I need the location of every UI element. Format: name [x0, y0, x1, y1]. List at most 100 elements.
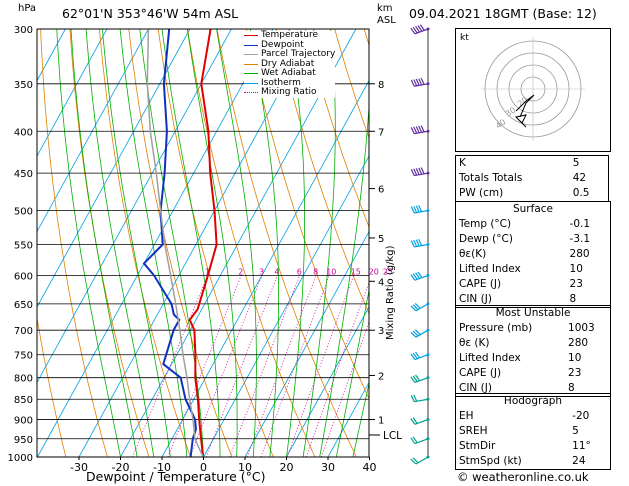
mu-row: CIN (J) 8: [459, 382, 575, 394]
profiles: [142, 29, 218, 457]
surface-row: Dewp (°C) -3.1: [459, 233, 591, 245]
legend-swatch: [244, 35, 258, 37]
km-tick-label: 1: [378, 416, 384, 427]
pressure-tick-label: 500: [14, 207, 33, 218]
hodograph-stats-title: Hodograph: [503, 395, 563, 407]
mixing-ratio-line: [229, 275, 301, 457]
legend-label: Mixing Ratio: [261, 87, 317, 98]
surface-row: Temp (°C) -0.1: [459, 218, 591, 230]
most-unstable-title: Most Unstable: [495, 307, 571, 319]
km-asl-label: km ASL: [377, 3, 396, 27]
mixing-ratio-line: [260, 275, 330, 457]
wind-barb: [410, 351, 430, 361]
wet-adiabat-line: [102, 29, 171, 457]
km-ticks: 8 7 6 5 4 3 2 1: [369, 29, 429, 457]
location-header: 62°01'N 353°46'W 54m ASL: [62, 6, 239, 21]
mixing-ratio-axis-label: Mixing Ratio (g/kg): [385, 245, 396, 340]
surface-row: CIN (J) 8: [459, 293, 577, 305]
isotherm-line: [37, 29, 108, 157]
mixing-ratio-label: 20: [369, 267, 379, 276]
legend: Temperature Dewpoint Parcel Trajectory Dry …: [244, 31, 336, 98]
wind-barb: [410, 302, 430, 312]
legend-label: Temperature: [261, 30, 319, 41]
wet-adiabat-line: [70, 29, 138, 457]
temperature-profile: [188, 29, 218, 457]
km-tick-label: 2: [378, 371, 384, 382]
hodo-row: SREH 5: [459, 425, 579, 437]
mixing-ratio-label: 8: [313, 267, 318, 276]
temperature-tick-label: -30: [70, 461, 88, 474]
temperature-tick-label: 20: [280, 461, 294, 474]
mu-row: Lifted Index 10: [459, 352, 582, 364]
wet-adiabat-line: [161, 29, 221, 457]
dewpoint-profile: [142, 29, 197, 457]
wind-barbs: [410, 24, 430, 465]
wet-adiabat-line: [56, 29, 121, 457]
legend-item: Parcel Trajectory: [244, 50, 335, 60]
dry-adiabat-line: [304, 29, 369, 228]
dry-adiabat-line: [40, 29, 108, 457]
pressure-tick-label: 750: [14, 351, 33, 362]
pressure-tick-label: 650: [14, 300, 33, 311]
temperature-tick-label: 40: [363, 461, 377, 474]
mixing-ratio-label: 4: [274, 267, 279, 276]
wind-barb: [410, 167, 430, 177]
wind-barb: [410, 238, 430, 248]
isotherm-line: [327, 381, 369, 457]
wind-barb: [410, 374, 430, 384]
legend-label: Wet Adiabat: [261, 68, 316, 79]
pressure-tick-label: 800: [14, 374, 33, 385]
isotherm-line: [286, 306, 369, 457]
hodograph-panel: kt 40 30 20: [455, 28, 611, 152]
mu-row: Pressure (mb) 1003: [459, 322, 595, 334]
km-tick-label: 5: [378, 234, 384, 245]
wind-barb: [410, 205, 430, 214]
wind-barb: [410, 455, 430, 465]
temperature-tick-label: -10: [153, 461, 171, 474]
mixing-ratio-label: 15: [351, 267, 361, 276]
pressure-tick-label: 900: [14, 416, 33, 427]
surface-row: Lifted Index 10: [459, 263, 583, 275]
x-axis-label: Dewpoint / Temperature (°C): [86, 469, 266, 484]
legend-item: Dewpoint: [244, 40, 335, 51]
hodograph-trace: [515, 94, 535, 118]
km-label: km: [377, 3, 393, 14]
legend-swatch: [244, 82, 258, 84]
wind-barb: [410, 24, 430, 35]
footer-credit: © weatheronline.co.uk: [457, 470, 589, 484]
hpa-label: hPa: [18, 3, 37, 14]
legend-swatch: [244, 92, 258, 94]
most-unstable-box: Most Unstable Pressure (mb) 1003 θε (K) 28…: [455, 305, 611, 397]
hodo-row: StmSpd (kt) 24: [459, 455, 586, 467]
surface-row: θε(K) 280: [459, 248, 590, 260]
mixing-ratio-label: 6: [297, 267, 302, 276]
legend-item: Dry Adiabat: [244, 59, 335, 70]
isotherm-line: [37, 29, 149, 233]
temperature-tick-label: 30: [321, 461, 335, 474]
legend-label: Isotherm: [261, 77, 301, 88]
isotherm-line: [244, 230, 369, 457]
wind-barb: [410, 328, 430, 338]
mixing-ratio-line: [132, 275, 209, 457]
legend-swatch: [244, 54, 258, 56]
pressure-tick-label: 850: [14, 395, 33, 406]
mixing-ratio-label: 3: [259, 267, 264, 276]
km-tick-label: 7: [378, 127, 384, 138]
index-row: Totals Totals 42: [459, 172, 587, 184]
legend-swatch: [244, 73, 258, 75]
legend-swatch: [244, 63, 258, 65]
pressure-tick-label: 550: [14, 240, 33, 251]
legend-item: Wet Adiabat: [244, 69, 335, 79]
wet-adiabat-line: [335, 287, 369, 457]
legend-item: Temperature: [244, 31, 335, 41]
parcel-trajectory-profile: [146, 29, 204, 457]
wind-barb: [410, 436, 430, 445]
pressure-tick-label: 1000: [8, 453, 33, 464]
mixing-ratio-label: 1: [205, 267, 210, 276]
wind-barb: [410, 125, 430, 135]
wind-barb: [410, 271, 430, 281]
legend-swatch: [244, 44, 258, 46]
mixing-ratio-label: 2: [238, 267, 243, 276]
mixing-ratio-line: [320, 320, 369, 457]
